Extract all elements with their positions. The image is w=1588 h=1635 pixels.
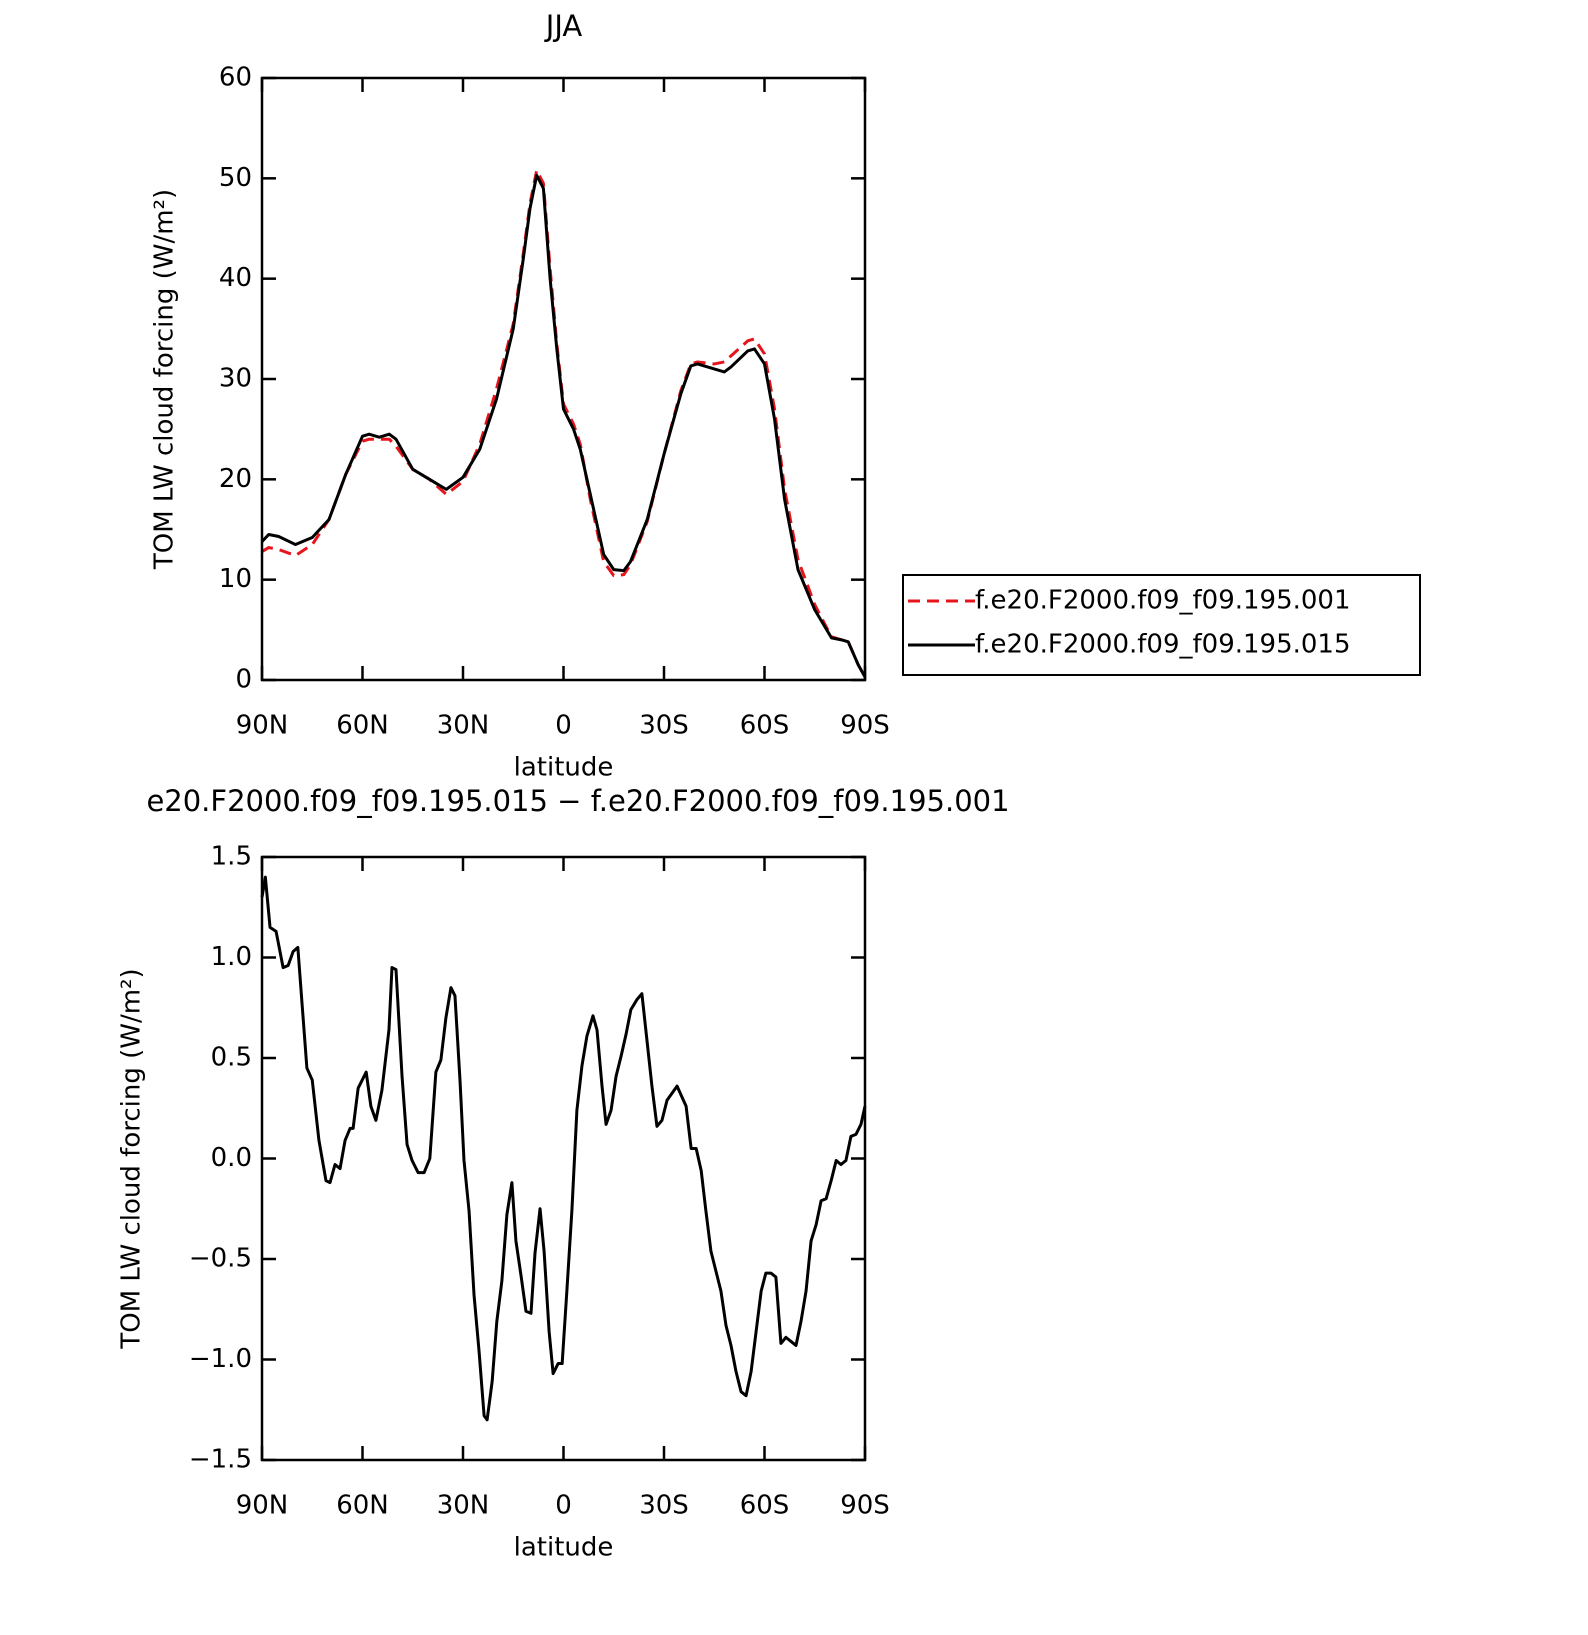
legend-label: f.e20.F2000.f09_f09.195.001 [975,586,1351,616]
y-axis-label: TOM LW cloud forcing (W/m²) [117,968,147,1349]
x-axis-label: latitude [514,1533,614,1563]
plot-frame [260,76,867,682]
legend-label: f.e20.F2000.f09_f09.195.015 [975,630,1351,660]
y-tick-label: 1.0 [211,942,252,972]
y-tick-label: 0 [235,665,252,695]
x-tick-label: 60S [740,1491,790,1521]
x-tick-label: 90S [840,1491,890,1521]
y-tick-label: 0.0 [211,1143,252,1173]
x-tick-label: 0 [555,711,572,741]
x-tick-label: 60S [740,711,790,741]
y-tick-label: −1.5 [189,1445,252,1475]
x-tick-label: 30N [437,1491,490,1521]
y-tick-label: −1.0 [189,1344,252,1374]
data-line [260,173,867,678]
legend-box [902,574,1421,676]
data-line [261,168,867,678]
y-tick-label: 30 [219,364,252,394]
y-tick-label: 40 [219,263,252,293]
x-tick-label: 90N [236,711,289,741]
y-tick-label: −0.5 [189,1244,252,1274]
x-tick-label: 30N [437,711,490,741]
y-axis-label: TOM LW cloud forcing (W/m²) [150,189,180,570]
x-tick-label: 0 [555,1491,572,1521]
x-axis-label: latitude [514,753,614,783]
y-tick-label: 10 [219,564,252,594]
x-tick-label: 90N [236,1491,289,1521]
y-tick-label: 60 [219,63,252,93]
x-tick-label: 30S [639,1491,689,1521]
x-tick-label: 60N [336,1491,389,1521]
data-line [260,875,867,1422]
y-tick-label: 20 [219,464,252,494]
y-tick-label: 50 [219,163,252,193]
chart-title: JJA [544,9,583,43]
x-tick-label: 30S [639,711,689,741]
y-tick-label: 0.5 [211,1043,252,1073]
chart-title: e20.F2000.f09_f09.195.015 − f.e20.F2000.… [146,784,1009,818]
y-tick-label: 1.5 [211,842,252,872]
x-tick-label: 60N [336,711,389,741]
plot-frame [260,855,867,1462]
x-tick-label: 90S [840,711,890,741]
